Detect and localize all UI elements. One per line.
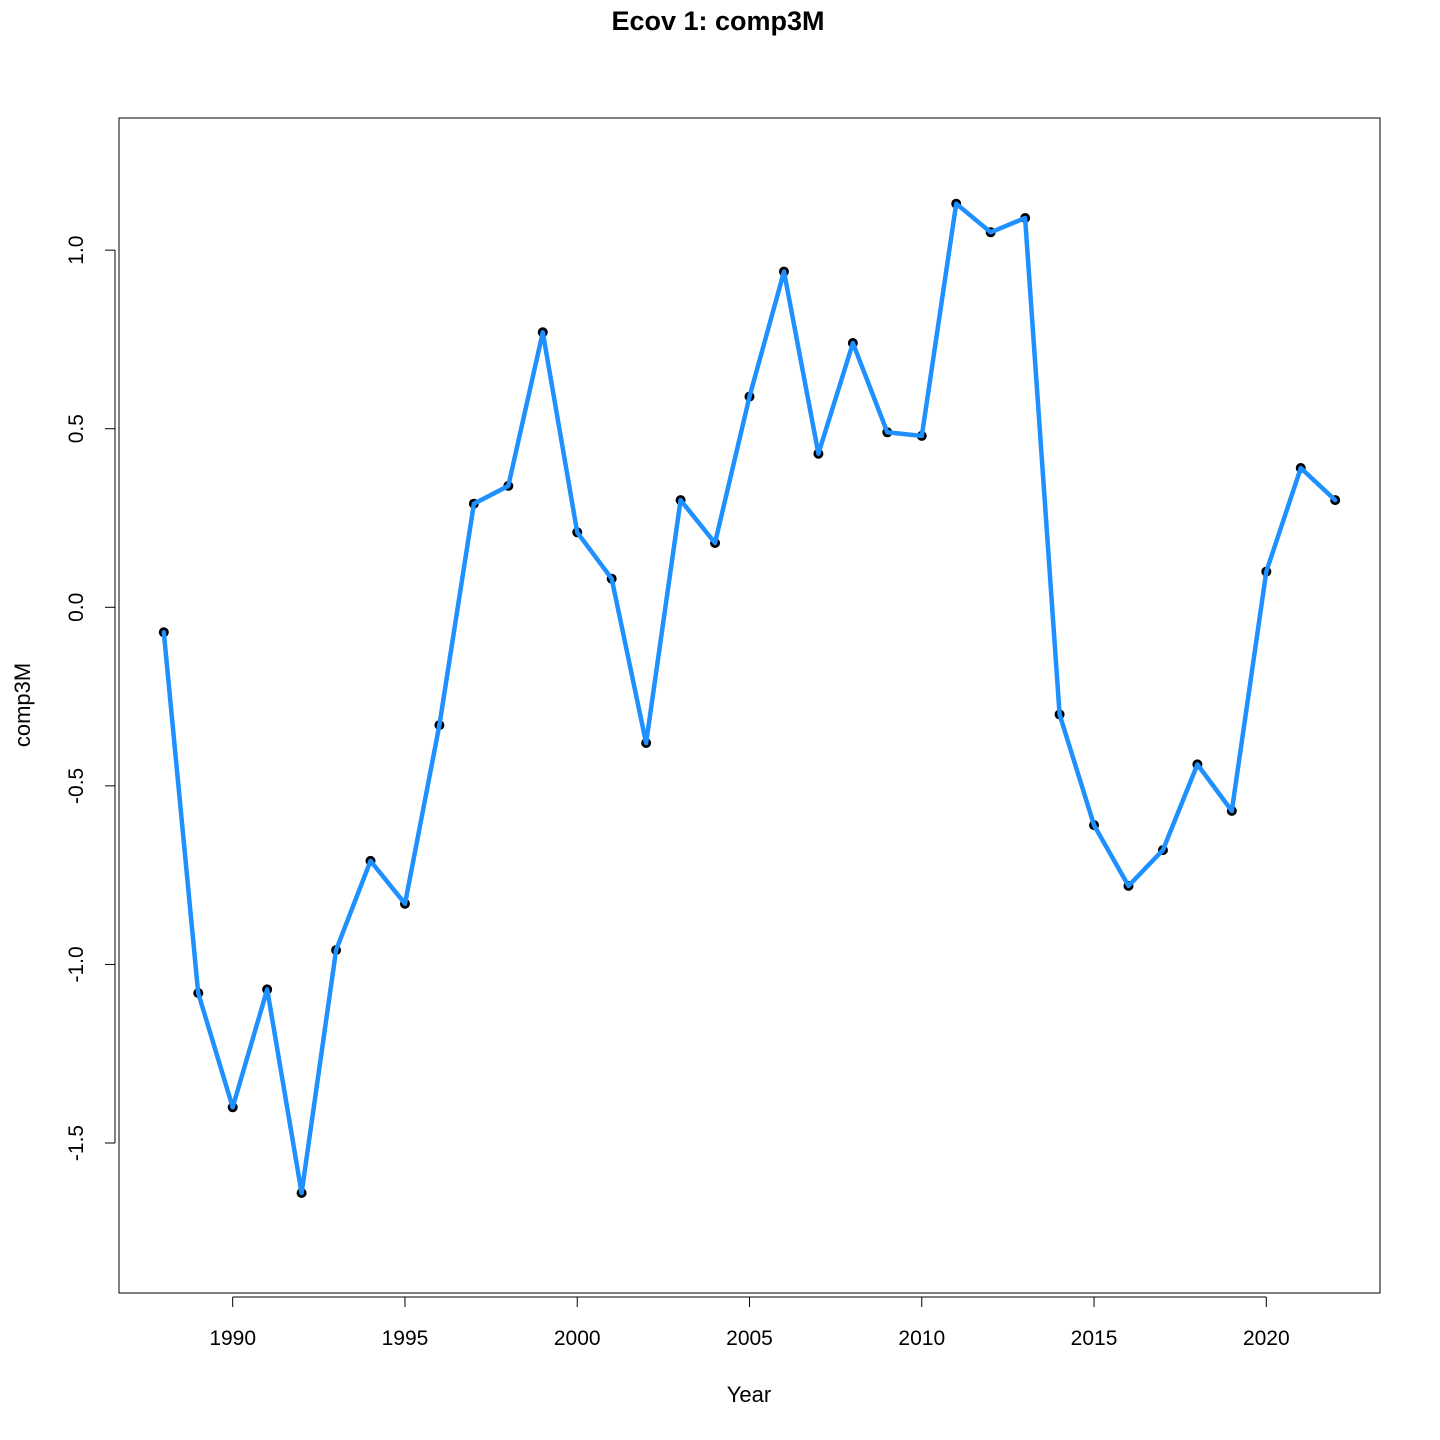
x-axis: 1990 1995 2000 2005 2010 2015 2020 [209, 1296, 1290, 1350]
x-tick-label: 2010 [898, 1327, 945, 1350]
y-tick-label: 1.0 [65, 236, 88, 265]
x-tick-label: 2020 [1243, 1327, 1290, 1350]
y-tick-label: 0.5 [65, 414, 88, 443]
y-axis: -1.5 -1.0 -0.5 0.0 0.5 1.0 [65, 236, 116, 1161]
x-tick-label: 2000 [554, 1327, 601, 1350]
x-tick-label: 1995 [382, 1327, 429, 1350]
series-layer [158, 198, 1341, 1198]
x-tick-label: 2005 [726, 1327, 773, 1350]
y-axis-label: comp3M [10, 663, 35, 747]
y-tick-label: -1.5 [65, 1125, 88, 1161]
y-tick-label: 0.0 [65, 593, 88, 622]
chart-title: Ecov 1: comp3M [611, 6, 824, 36]
y-tick-label: -1.0 [65, 946, 88, 982]
x-axis-label: Year [727, 1382, 771, 1407]
series-line [161, 201, 1338, 1196]
plot-frame [118, 117, 1381, 1294]
y-tick-label: -0.5 [65, 768, 88, 804]
x-tick-label: 2015 [1071, 1327, 1118, 1350]
x-tick-label: 1990 [209, 1327, 256, 1350]
